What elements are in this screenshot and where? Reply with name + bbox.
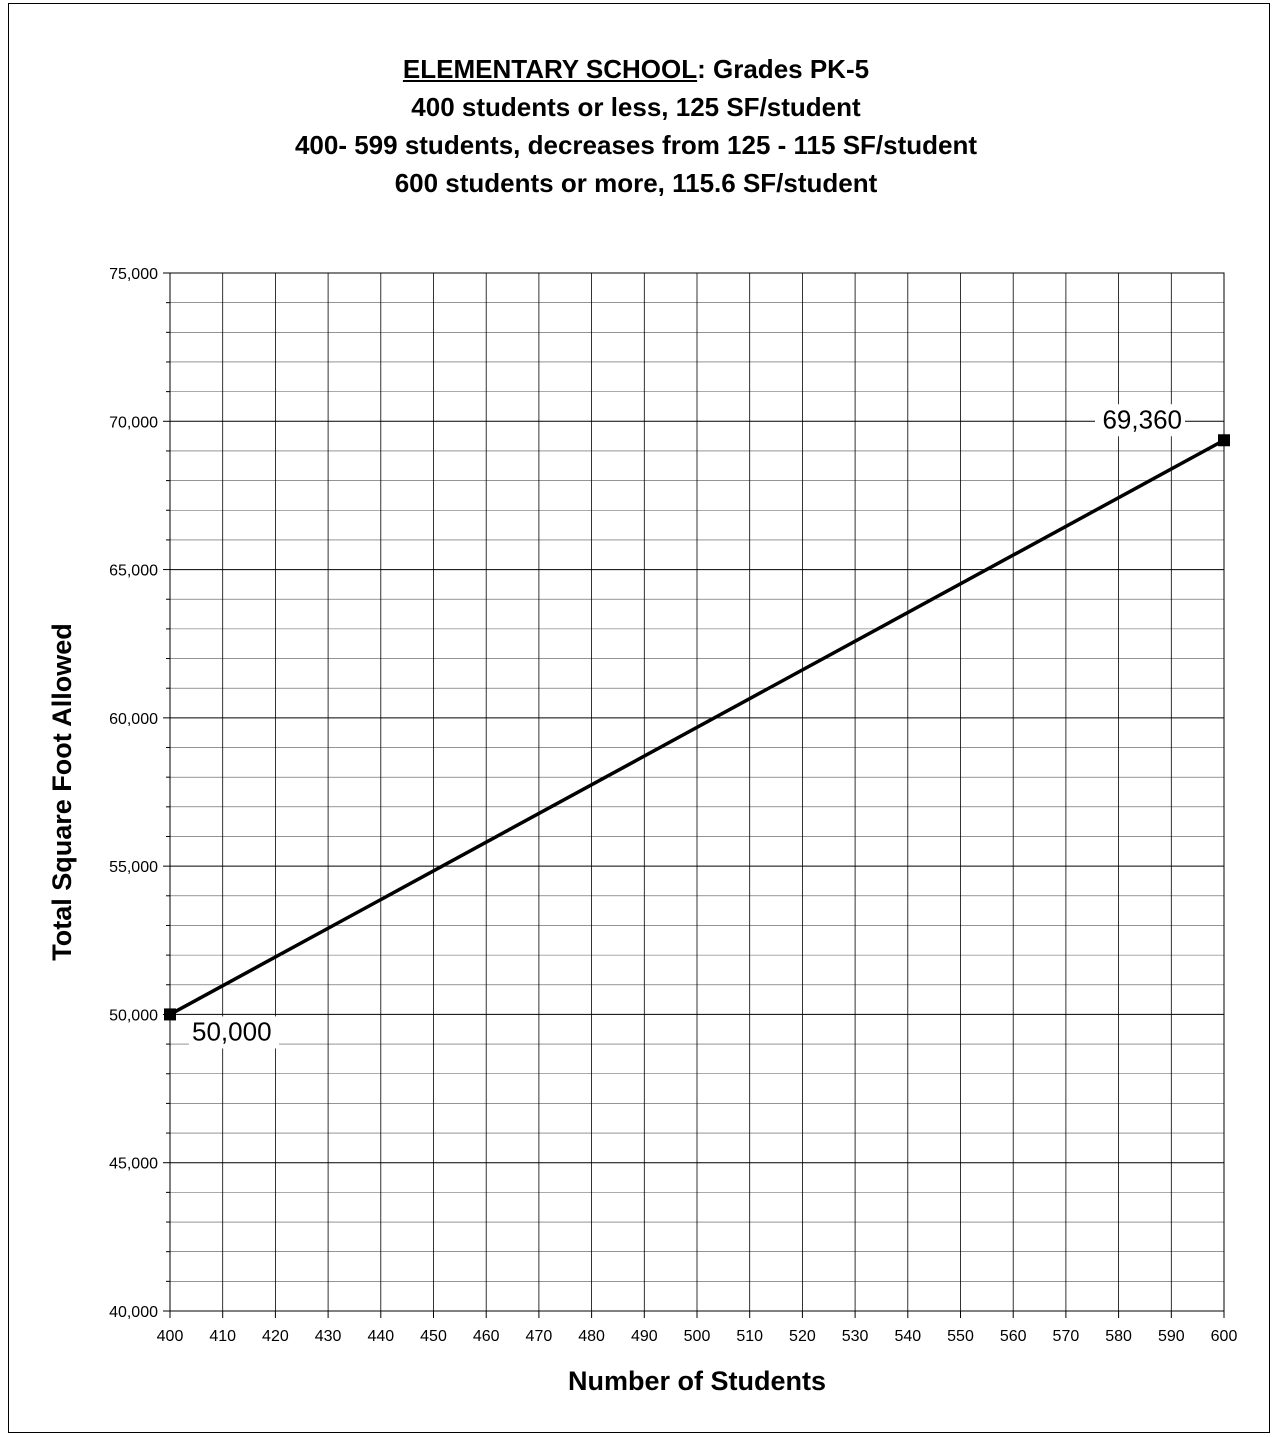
title-line-1: ELEMENTARY SCHOOL: Grades PK-5 (0, 50, 1272, 88)
series-group (164, 434, 1230, 1021)
title-school-type: ELEMENTARY SCHOOL (402, 54, 698, 84)
x-tick-label: 590 (1158, 1328, 1185, 1345)
x-tick-label: 430 (315, 1328, 342, 1345)
x-tick-label: 510 (736, 1328, 763, 1345)
y-tick-label: 75,000 (109, 266, 158, 283)
point-labels: 50,000 69,360 (189, 404, 1185, 1049)
x-tick-label: 500 (684, 1328, 711, 1345)
x-tick-label: 480 (578, 1328, 605, 1345)
y-tick-label: 60,000 (109, 711, 158, 728)
point-value-label: 69,360 (1102, 404, 1182, 434)
x-tick-label: 440 (367, 1328, 394, 1345)
y-tick-label: 40,000 (109, 1304, 158, 1321)
axis-ticks (163, 272, 1225, 1318)
x-axis-title: Number of Students (568, 1366, 826, 1396)
y-tick-label: 55,000 (109, 859, 158, 876)
data-point-marker (164, 1008, 176, 1021)
x-tick-label: 420 (262, 1328, 289, 1345)
title-grades: : Grades PK-5 (697, 54, 870, 84)
x-tick-label: 600 (1211, 1328, 1238, 1345)
x-tick-labels: 400 410 420 430 440 450 460 470 480 490 500 510 520 5… (157, 1328, 1238, 1345)
x-tick-label: 470 (526, 1328, 553, 1345)
x-tick-label: 540 (894, 1328, 921, 1345)
y-tick-label: 45,000 (109, 1156, 158, 1173)
x-tick-label: 450 (420, 1328, 447, 1345)
point-label-background (189, 1016, 279, 1049)
point-label-background (1095, 404, 1185, 437)
x-tick-label: 570 (1053, 1328, 1080, 1345)
series-line (169, 438, 1225, 1016)
y-tick-label: 70,000 (109, 414, 158, 431)
x-tick-label: 460 (473, 1328, 500, 1345)
chart-title: ELEMENTARY SCHOOL: Grades PK-5 400 stude… (0, 50, 1272, 202)
y-axis-title: Total Square Foot Allowed (47, 623, 77, 961)
x-tick-label: 530 (842, 1328, 869, 1345)
title-line-4: 600 students or more, 115.6 SF/student (394, 168, 878, 198)
x-tick-label: 490 (631, 1328, 658, 1345)
x-tick-label: 550 (947, 1328, 974, 1345)
title-line-2: 400 students or less, 125 SF/student (411, 92, 861, 122)
y-tick-label: 65,000 (109, 563, 158, 580)
x-tick-label: 410 (209, 1328, 236, 1345)
title-line-3: 400- 599 students, decreases from 125 - … (294, 130, 978, 160)
x-tick-label: 520 (789, 1328, 816, 1345)
x-tick-label: 580 (1105, 1328, 1132, 1345)
y-tick-label: 50,000 (109, 1007, 158, 1024)
data-point-marker (1218, 434, 1230, 447)
point-value-label: 50,000 (192, 1016, 272, 1046)
major-gridlines (169, 272, 1225, 1312)
y-tick-labels: 40,000 45,000 50,000 55,000 60,000 65,000 70,0… (109, 266, 158, 1321)
x-tick-label: 560 (1000, 1328, 1027, 1345)
x-tick-label: 400 (157, 1328, 184, 1345)
